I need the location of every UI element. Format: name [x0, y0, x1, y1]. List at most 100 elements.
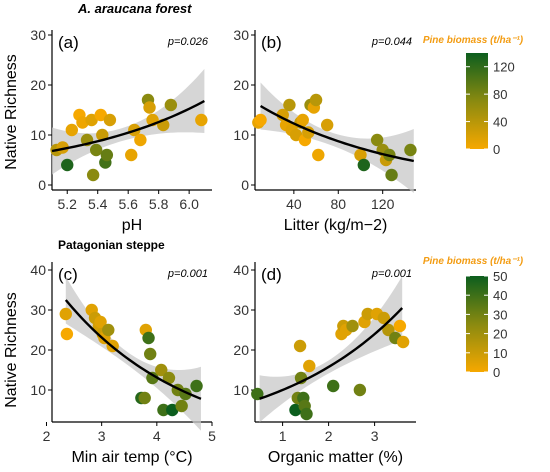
panel-label: (c)	[58, 265, 78, 284]
y-tick-label: 10	[233, 382, 249, 398]
x-tick-label: 5.6	[118, 196, 138, 212]
data-point	[94, 108, 107, 122]
data-point	[162, 371, 176, 385]
y-tick-label: 0	[241, 177, 249, 193]
x-axis-title: pH	[122, 217, 142, 234]
x-axis-title: Min air temp (°C)	[71, 449, 192, 466]
legend-tick-label: 20	[493, 327, 507, 342]
data-point	[125, 148, 138, 162]
x-axis-title: Litter (kg/m−2)	[284, 217, 388, 234]
legend-tick-label: 40	[493, 288, 507, 303]
section-title-forest: A. araucana forest	[77, 1, 192, 16]
data-point	[370, 133, 384, 147]
legend-top-ticks: 120 80 40 0	[466, 60, 515, 157]
data-point	[157, 403, 170, 417]
data-point	[396, 335, 410, 349]
y-tick-label: 10	[233, 127, 249, 143]
panel-c: 10 20 30 40 2 3 4 5 Min air temp (°C) (c) p=0.001	[30, 262, 216, 466]
x-axis-title: Organic matter (%)	[268, 449, 403, 466]
data-point	[254, 113, 267, 127]
data-point	[61, 158, 74, 172]
legend-tick-label: 0	[493, 365, 500, 380]
y-tick-label: 20	[30, 342, 46, 358]
legend-top-title: Pine biomass (t/ha⁻¹)	[423, 35, 524, 46]
data-point	[354, 148, 367, 162]
data-point	[60, 327, 74, 341]
data-point	[353, 383, 367, 397]
y-axis-title-bottom: Native Richness	[3, 292, 20, 408]
data-point	[303, 359, 316, 373]
legend-tick-label: 40	[493, 115, 507, 130]
data-point	[166, 403, 179, 417]
legend-top: Pine biomass (t/ha⁻¹) 120 80 40 0	[423, 35, 524, 157]
data-point	[144, 347, 157, 361]
data-point	[65, 123, 79, 137]
data-point	[312, 148, 325, 162]
x-tick-label: 5.4	[88, 196, 108, 212]
legend-tick-label: 10	[493, 346, 507, 361]
y-tick-label: 40	[233, 262, 249, 278]
data-point	[164, 98, 178, 112]
data-point	[296, 113, 309, 127]
data-point	[283, 98, 296, 112]
data-point	[309, 93, 323, 107]
legend-tick-label: 80	[493, 87, 507, 102]
x-tick-label: 80	[330, 196, 346, 212]
data-point	[190, 379, 203, 393]
data-point	[155, 363, 168, 377]
data-point	[382, 323, 395, 337]
data-point	[103, 113, 117, 127]
data-point	[320, 118, 334, 132]
data-point	[300, 407, 313, 421]
data-point	[142, 331, 155, 345]
data-point	[404, 143, 417, 157]
data-point	[94, 315, 107, 329]
p-value-label: p=0.001	[167, 268, 208, 280]
y-tick-label: 20	[233, 77, 249, 93]
data-point	[138, 391, 151, 405]
x-tick-label: 1	[279, 428, 287, 444]
x-tick-label: 2	[325, 428, 333, 444]
legend-bottom-colorbar	[466, 276, 488, 372]
data-point	[327, 379, 340, 393]
legend-tick-label: 120	[493, 60, 515, 75]
legend-bottom: Pine biomass (t/ha⁻¹) 50 40 30 20 10 0	[423, 256, 524, 380]
y-tick-label: 10	[30, 382, 46, 398]
confidence-band	[259, 276, 403, 423]
data-point	[361, 307, 374, 321]
x-tick-label: 5.8	[149, 196, 169, 212]
x-tick-label: 2	[43, 428, 51, 444]
y-axis-title-top: Native Richness	[3, 54, 20, 170]
data-point	[293, 339, 307, 353]
x-tick-label: 3	[371, 428, 379, 444]
y-tick-label: 30	[233, 27, 249, 43]
data-point	[393, 319, 407, 333]
y-tick-label: 0	[38, 177, 46, 193]
panel-label: (a)	[58, 33, 79, 52]
y-tick-label: 40	[30, 262, 46, 278]
y-tick-label: 10	[30, 127, 46, 143]
data-point	[146, 371, 159, 385]
legend-bottom-title: Pine biomass (t/ha⁻¹)	[423, 256, 524, 267]
x-tick-label: 4	[153, 428, 161, 444]
legend-tick-label: 0	[493, 142, 500, 157]
data-point	[357, 158, 371, 172]
p-value-label: p=0.044	[371, 36, 412, 48]
x-tick-label: 5.2	[58, 196, 78, 212]
legend-tick-label: 30	[493, 307, 507, 322]
data-point	[143, 101, 156, 114]
confidence-band	[260, 82, 414, 193]
y-tick-label: 20	[30, 77, 46, 93]
fit-line	[259, 307, 404, 400]
data-point	[59, 307, 72, 321]
panel-b: 0 10 20 30 40 80 120 Litter (kg/m−2) (b) p=0.044	[233, 27, 417, 234]
panel-d: 10 20 30 40 1 2 3 Organic matter (%) (d) p=0.001	[233, 262, 416, 466]
x-tick-label: 120	[371, 196, 395, 212]
y-tick-label: 30	[30, 27, 46, 43]
data-point	[100, 148, 114, 162]
fit-line	[259, 104, 415, 163]
fit-line	[64, 299, 202, 400]
x-tick-label: 3	[98, 428, 106, 444]
data-point	[134, 133, 147, 147]
legend-bottom-ticks: 50 40 30 20 10 0	[466, 269, 507, 380]
